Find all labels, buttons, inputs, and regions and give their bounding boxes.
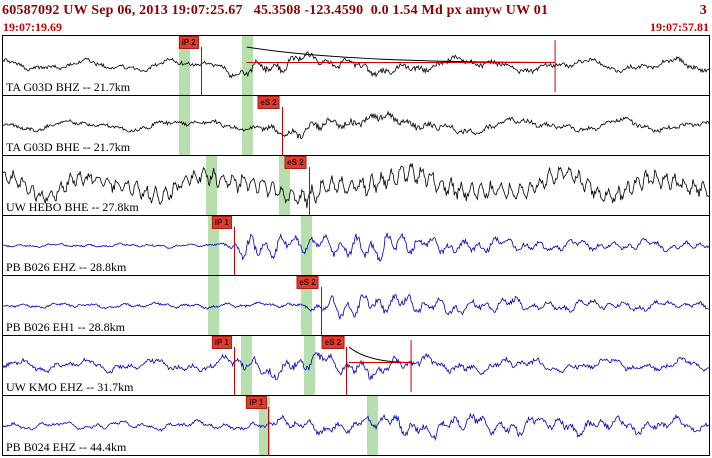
pick-time-line[interactable] <box>200 47 202 95</box>
coda-decay-curve <box>246 46 556 63</box>
pick-time-line[interactable] <box>346 347 348 395</box>
header-right-count: 3 <box>699 3 707 18</box>
pick-label[interactable]: iP 1 <box>211 216 232 229</box>
trace-row-1[interactable]: TA G03D BHZ -- 21.7km iP 2 <box>2 35 710 96</box>
event-summary: 60587092 UW Sep 06, 2013 19:07:25.67 45.… <box>2 3 549 18</box>
pick-label[interactable]: iP 1 <box>211 336 232 349</box>
channel-label: PB B024 EHZ -- 44.4km <box>6 440 127 454</box>
phase-window-band <box>258 396 270 455</box>
pick-label[interactable]: eS 2 <box>257 96 280 109</box>
pick-label[interactable]: eS 2 <box>321 336 345 349</box>
pick-time-line[interactable] <box>320 287 322 335</box>
channel-label: TA G03D BHZ -- 21.7km <box>6 80 131 94</box>
trace-list: TA G03D BHZ -- 21.7km iP 2 TA G03D BHE -… <box>2 35 710 456</box>
trace-row-4[interactable]: PB B026 EHZ -- 28.8km iP 1 <box>2 215 710 276</box>
pick-label[interactable]: iP 2 <box>178 36 199 49</box>
pick-label[interactable]: eS 2 <box>284 156 307 169</box>
pick-time-line[interactable] <box>233 227 235 275</box>
waveform[interactable] <box>3 36 709 95</box>
time-range-bar: 19:07:19.69 19:07:57.81 <box>0 21 712 35</box>
phase-window-band <box>241 96 253 155</box>
coda-decay-curve <box>348 346 412 363</box>
pick-time-line[interactable] <box>308 167 310 215</box>
phase-window-band <box>205 156 217 215</box>
phase-window-band <box>300 276 312 335</box>
waveform[interactable] <box>3 336 709 395</box>
trace-row-5[interactable]: PB B026 EH1 -- 28.8km eS 2 <box>2 275 710 336</box>
pick-time-line[interactable] <box>233 347 235 395</box>
trace-row-2[interactable]: TA G03D BHE -- 21.7km eS 2 <box>2 95 710 156</box>
channel-label: UW HEBO BHE -- 27.8km <box>6 200 139 214</box>
window-start-time: 19:07:19.69 <box>3 20 62 34</box>
pick-time-line[interactable] <box>268 407 270 455</box>
phase-window-band <box>300 216 312 275</box>
window-end-time: 19:07:57.81 <box>650 20 709 34</box>
phase-window-band <box>241 36 253 95</box>
trace-row-7[interactable]: PB B024 EHZ -- 44.4km iP 1 <box>2 395 710 456</box>
channel-label: TA G03D BHE -- 21.7km <box>6 140 131 154</box>
trace-row-6[interactable]: UW KMO EHZ -- 31.7km iP 1 eS 2 <box>2 335 710 396</box>
waveform[interactable] <box>3 216 709 275</box>
phase-window-band <box>178 36 190 95</box>
channel-label: PB B026 EH1 -- 28.8km <box>6 320 126 334</box>
waveform[interactable] <box>3 96 709 155</box>
waveform[interactable] <box>3 156 709 215</box>
pick-label[interactable]: iP 1 <box>246 396 267 409</box>
waveform[interactable] <box>3 396 709 455</box>
pick-time-line[interactable] <box>281 107 283 155</box>
waveform[interactable] <box>3 276 709 335</box>
phase-window-band <box>279 156 291 215</box>
channel-label: UW KMO EHZ -- 31.7km <box>6 380 134 394</box>
pick-label[interactable]: eS 2 <box>296 276 319 289</box>
channel-label: PB B026 EHZ -- 28.8km <box>6 260 127 274</box>
title-bar: 60587092 UW Sep 06, 2013 19:07:25.67 45.… <box>0 0 712 21</box>
trace-row-3[interactable]: UW HEBO BHE -- 27.8km eS 2 <box>2 155 710 216</box>
